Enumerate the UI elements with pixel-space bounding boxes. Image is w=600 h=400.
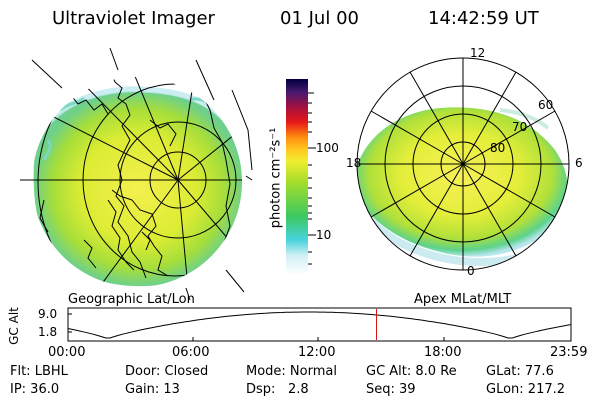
aurora-oval-mag — [357, 107, 568, 257]
time-tick-0000: 00:00 — [48, 345, 86, 360]
app-title: Ultraviolet Imager — [52, 8, 215, 29]
altitude-ytick-high: 9.0 — [38, 307, 58, 321]
altitude-plot — [67, 307, 572, 342]
colorbar — [286, 79, 316, 275]
altitude-curve — [67, 311, 572, 339]
time-tick-1800: 18:00 — [424, 345, 462, 360]
geographic-caption: Geographic Lat/Lon — [68, 292, 195, 307]
geographic-panel — [20, 47, 253, 301]
info-mode: Mode: Normal — [246, 364, 337, 379]
time-tick-0600: 06:00 — [172, 345, 210, 360]
altitude-ytick-low: 1.8 — [38, 325, 58, 339]
magnetic-caption: Apex MLat/MLT — [414, 292, 512, 307]
mlat-label-80: 80 — [490, 141, 506, 155]
info-filter: Flt: LBHL — [10, 364, 68, 379]
mlt-label-0: 0 — [467, 264, 475, 278]
magnetic-panel — [356, 57, 570, 271]
info-door: Door: Closed — [125, 364, 209, 379]
mlt-label-18: 18 — [346, 156, 362, 170]
colorbar-unit-label: photon cm⁻²s⁻¹ — [268, 127, 284, 229]
mlt-label-6: 6 — [575, 156, 583, 170]
info-dsp-label: Dsp: — [246, 382, 276, 397]
mlat-label-70: 70 — [512, 120, 528, 134]
altitude-ylabel: GC Alt — [7, 307, 21, 345]
time-label: 14:42:59 UT — [428, 8, 539, 29]
aurora-oval-geo — [33, 91, 242, 287]
info-gain: Gain: 13 — [125, 382, 180, 397]
info-glat: GLat: 77.6 — [486, 364, 554, 379]
info-seq: Seq: 39 — [366, 382, 416, 397]
colorbar-tick-100: 100 — [316, 141, 339, 155]
mlt-label-12: 12 — [470, 46, 486, 60]
info-dsp-value: 2.8 — [288, 382, 309, 397]
info-ip: IP: 36.0 — [10, 382, 60, 397]
info-gc-alt: GC Alt: 8.0 Re — [366, 364, 457, 379]
time-tick-1200: 12:00 — [298, 345, 336, 360]
info-glon: GLon: 217.2 — [486, 382, 566, 397]
colorbar-tick-10: 10 — [316, 228, 332, 242]
time-tick-2359: 23:59 — [550, 345, 588, 360]
date-label: 01 Jul 00 — [280, 8, 359, 29]
mlat-label-60: 60 — [538, 98, 554, 112]
